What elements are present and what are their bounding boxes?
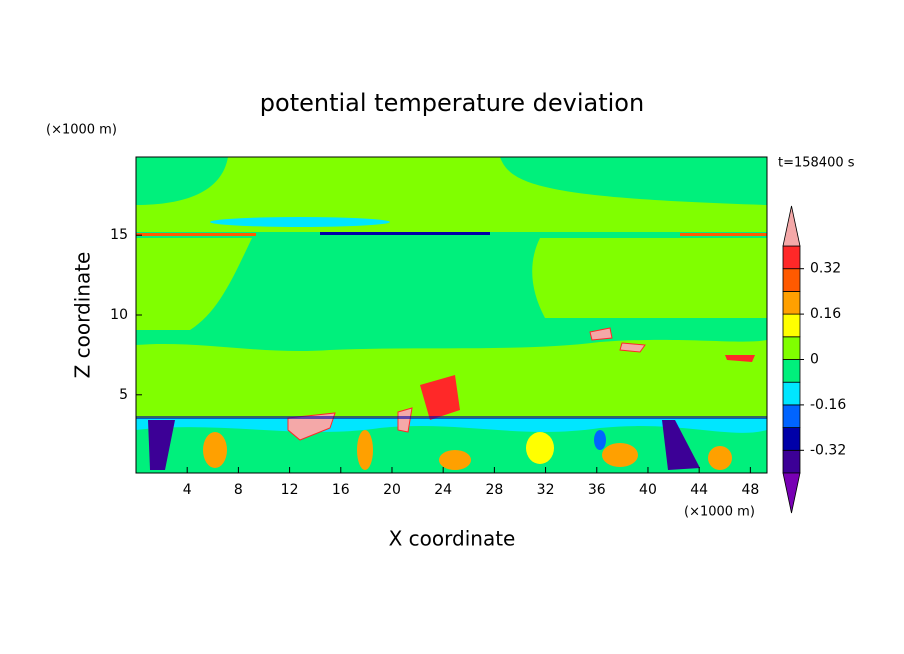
- contour-region: [136, 238, 252, 330]
- contour-region: [320, 232, 490, 235]
- y-tick-label: 10: [110, 307, 128, 323]
- x-tick-label: 40: [639, 482, 657, 498]
- colorbar-tick-label: 0.16: [810, 306, 841, 322]
- contour-region: [602, 443, 638, 467]
- contour-region: [526, 432, 554, 464]
- colorbar-box: [782, 404, 801, 428]
- y-tick-label: 5: [119, 387, 128, 403]
- time-label: t=158400 s: [778, 156, 855, 171]
- colorbar-box: [782, 359, 801, 383]
- x-axis-title: X coordinate: [389, 527, 516, 551]
- x-tick-label: 28: [485, 482, 503, 498]
- x-tick-label: 16: [332, 482, 350, 498]
- colorbar-tick-label: -0.32: [810, 442, 846, 458]
- contour-field: [136, 157, 767, 473]
- colorbar-extension: [782, 205, 801, 247]
- y-tick-label: 15: [110, 227, 128, 243]
- contour-region: [357, 430, 373, 470]
- colorbar-tick-label: 0.32: [810, 261, 841, 277]
- x-tick-label: 32: [537, 482, 555, 498]
- contour-region: [203, 432, 227, 468]
- contour-region: [136, 416, 767, 419]
- contour-region: [136, 233, 256, 236]
- contour-region: [397, 407, 413, 433]
- y-unit: (×1000 m): [46, 123, 117, 138]
- colorbar-box: [782, 427, 801, 451]
- y-axis-title: Z coordinate: [71, 252, 95, 379]
- colorbar-extension: [782, 472, 801, 514]
- x-tick-label: 44: [690, 482, 708, 498]
- colorbar-box: [782, 336, 801, 360]
- contour-region: [662, 420, 700, 470]
- x-tick-label: 20: [383, 482, 401, 498]
- colorbar-box: [782, 268, 801, 292]
- x-unit: (×1000 m): [684, 505, 755, 520]
- contour-region: [439, 450, 471, 470]
- contour-region: [589, 327, 613, 341]
- contour-region: [619, 342, 646, 353]
- colorbar-tick-label: 0: [810, 352, 819, 368]
- contour-region: [708, 446, 732, 470]
- colorbar-box: [782, 449, 801, 474]
- contour-region: [680, 233, 767, 236]
- contour-region: [594, 430, 606, 450]
- x-tick-label: 24: [434, 482, 452, 498]
- contour-region: [420, 375, 460, 420]
- x-tick-label: 36: [588, 482, 606, 498]
- contour-region: [148, 420, 175, 470]
- colorbar-box: [782, 290, 801, 315]
- contour-region: [532, 238, 767, 318]
- x-tick-label: 4: [183, 482, 192, 498]
- colorbar-tick-label: -0.16: [810, 397, 846, 413]
- colorbar-box: [782, 381, 801, 406]
- contour-region: [136, 157, 767, 232]
- contour-region: [287, 412, 336, 441]
- colorbar-box: [782, 245, 801, 270]
- x-tick-label: 12: [281, 482, 299, 498]
- x-tick-label: 8: [234, 482, 243, 498]
- contour-region: [725, 355, 755, 362]
- chart-title: potential temperature deviation: [260, 89, 644, 117]
- contour-region: [210, 217, 390, 227]
- x-tick-label: 48: [741, 482, 759, 498]
- colorbar-box: [782, 313, 801, 338]
